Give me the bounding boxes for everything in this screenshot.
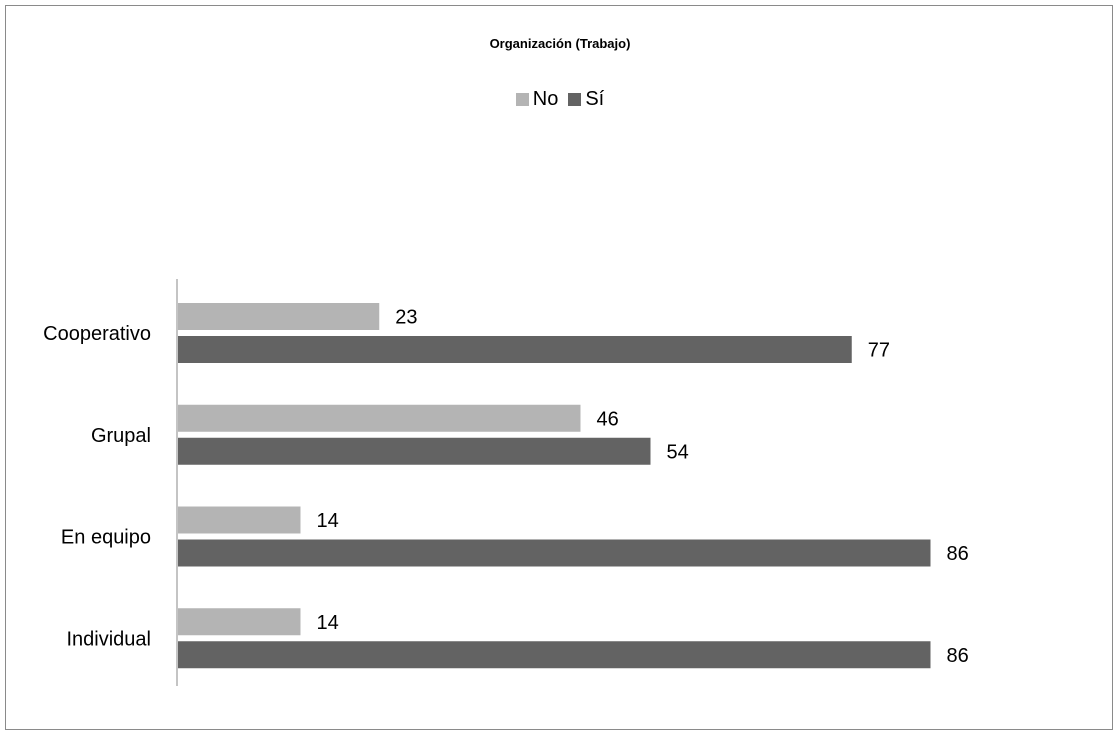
legend-swatch-no — [515, 93, 529, 106]
bar-no — [178, 303, 380, 330]
chart-legend: No Sí — [0, 88, 1120, 111]
data-label-no: 14 — [317, 612, 339, 634]
legend-swatch-si — [568, 93, 582, 106]
data-label-no: 14 — [317, 510, 339, 532]
legend-item-si: Sí — [568, 88, 604, 111]
data-label-si: 54 — [667, 441, 689, 463]
data-label-si: 86 — [947, 645, 969, 667]
bar-si — [178, 641, 931, 669]
legend-label-no: No — [532, 88, 559, 110]
bar-si — [178, 336, 852, 363]
category-label: Grupal — [91, 425, 151, 447]
bar-no — [178, 506, 301, 534]
data-label-si: 86 — [947, 543, 969, 565]
bar-no — [178, 404, 581, 432]
bar-si — [178, 437, 651, 465]
category-label: Cooperativo — [43, 323, 151, 345]
bar-si — [178, 539, 931, 567]
bar-no — [178, 608, 301, 636]
category-label: En equipo — [61, 527, 151, 549]
data-label-no: 23 — [395, 307, 417, 329]
data-label-no: 46 — [597, 408, 619, 430]
legend-label-si: Sí — [585, 88, 605, 110]
legend-item-no: No — [515, 88, 559, 111]
chart-title: Organización (Trabajo) — [489, 36, 631, 51]
data-label-si: 77 — [868, 340, 890, 362]
category-label: Individual — [66, 628, 151, 650]
